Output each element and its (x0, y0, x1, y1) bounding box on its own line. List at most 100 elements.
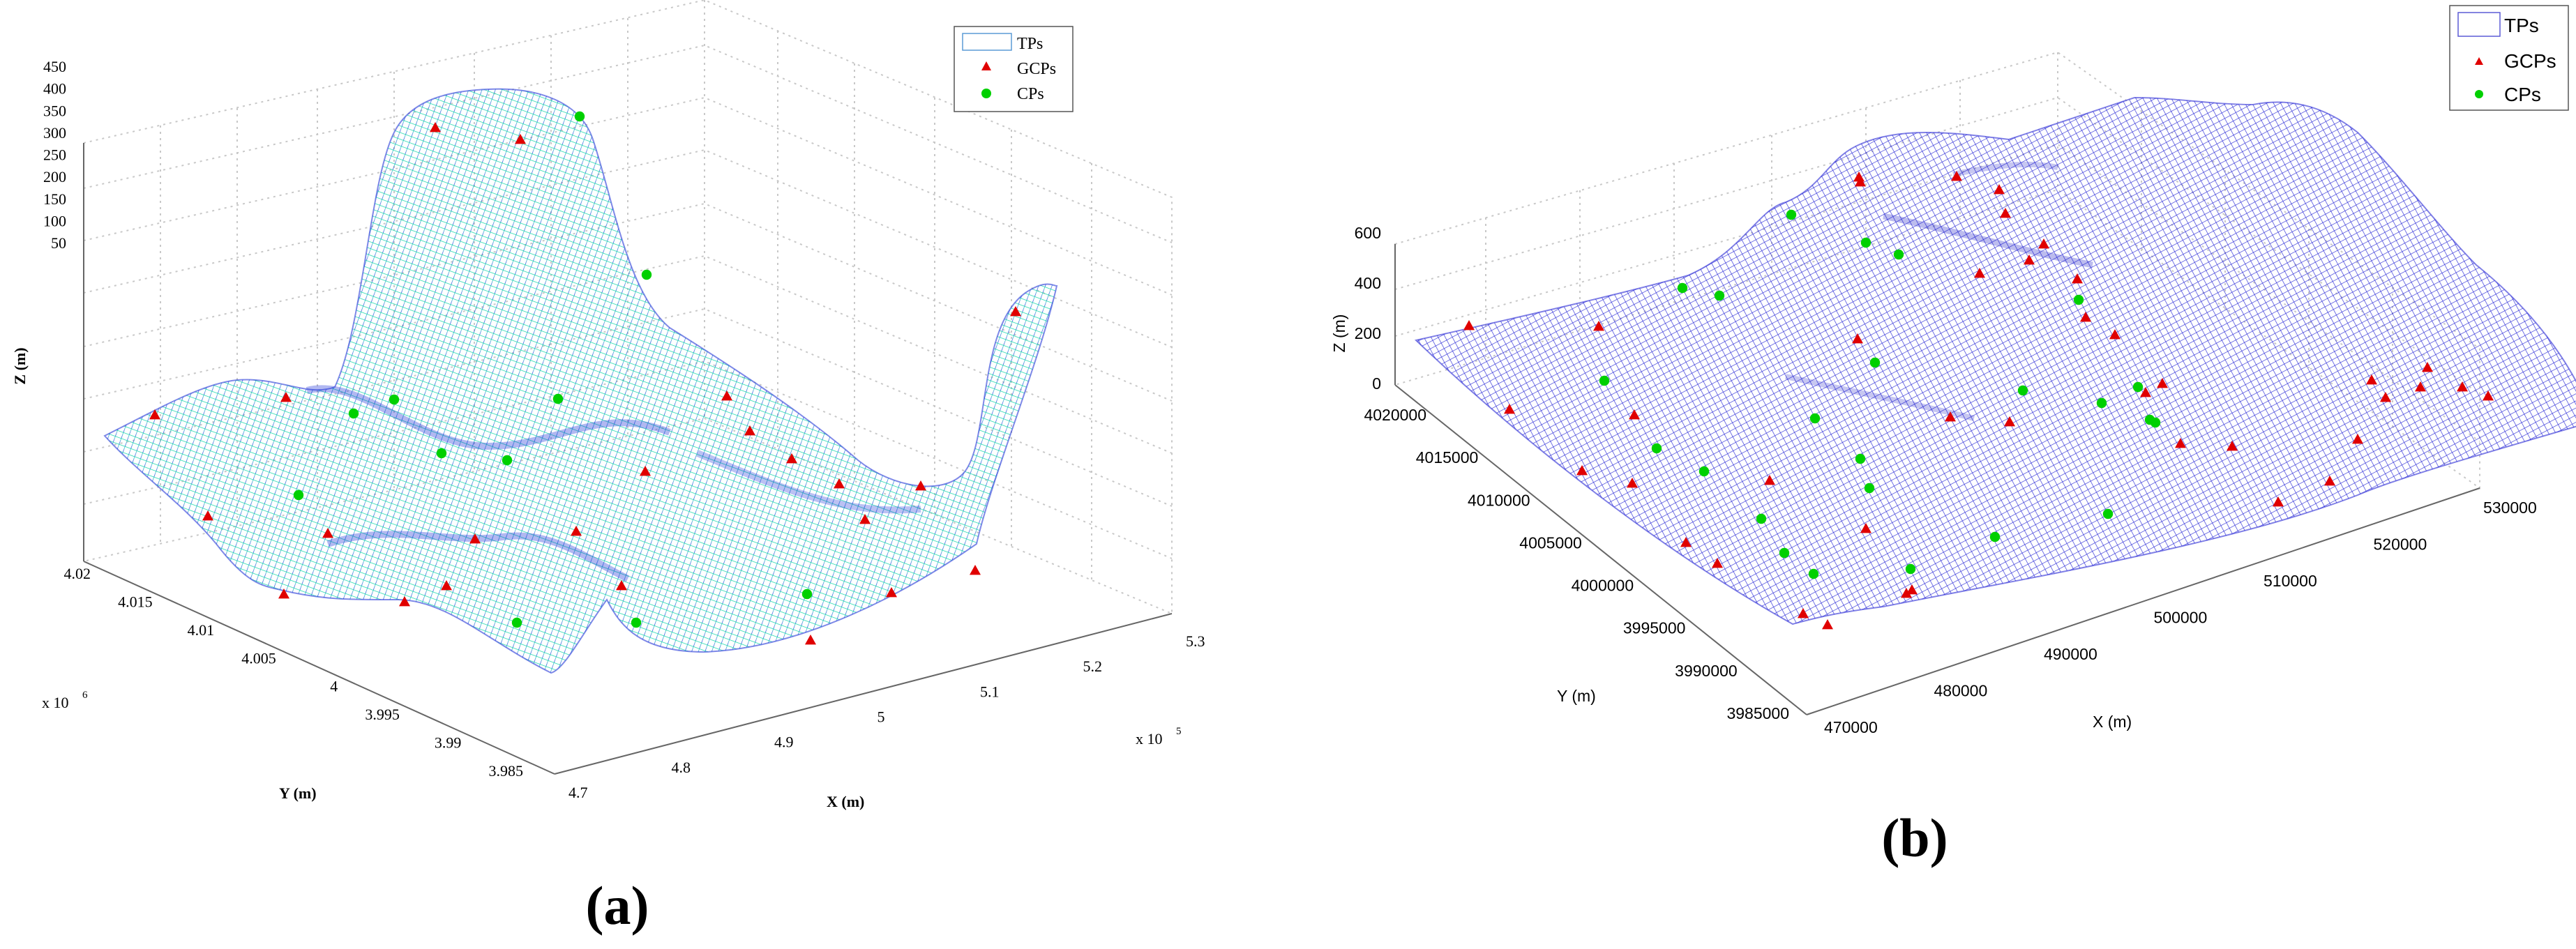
legend-b-gcps-marker (2475, 57, 2483, 65)
legend-a-gcps-label: GCPs (1017, 60, 1056, 78)
chart-b-surface (1414, 96, 2576, 625)
a-gcp-marker (149, 409, 160, 420)
b-gcp-marker (1629, 409, 1640, 420)
b-gcp-marker (2324, 476, 2335, 486)
b-gcp-marker (2366, 374, 2377, 385)
a-gcp-marker (915, 480, 926, 491)
b-gcp-marker (1822, 619, 1833, 630)
b-y-tick-label: 4015000 (1416, 448, 1479, 466)
a-z-tick-label: 200 (43, 168, 66, 185)
a-gcp-marker (1010, 306, 1021, 317)
b-gcp-marker (2038, 238, 2049, 249)
b-gcp-marker (1945, 411, 1956, 422)
a-cp-marker (389, 394, 400, 405)
b-gcp-marker (1712, 558, 1723, 568)
legend-b-cps-marker (2475, 90, 2483, 98)
a-z-tick-label: 50 (51, 234, 66, 252)
b-gcp-marker (1504, 404, 1515, 414)
a-cp-marker (631, 617, 642, 628)
chart-a-z-ticks: 50 100 150 200 250 300 350 400 450 (43, 58, 66, 252)
b-gcp-marker (2024, 255, 2035, 265)
a-cp-marker (641, 269, 652, 280)
legend-a-cps-label: CPs (1017, 85, 1044, 103)
a-x-tick-label: 5 (878, 708, 885, 726)
a-x-tick-label: 5.3 (1186, 632, 1205, 650)
chart-a-x-ticks: 4.7 4.8 4.9 5 5.1 5.2 5.3 (568, 632, 1205, 801)
b-gcp-marker (1994, 184, 2005, 195)
b-gcp-marker (1855, 176, 1866, 187)
legend-a-tps-label: TPs (1017, 35, 1043, 53)
chart-b-legend: TPs GCPs CPs (2449, 5, 2569, 111)
b-x-tick-label: 490000 (2044, 645, 2097, 663)
legend-a-cps-marker (981, 89, 991, 98)
legend-a-gcps-marker (981, 61, 991, 70)
a-cp-marker (552, 393, 564, 404)
b-y-tick-label: 4005000 (1519, 533, 1582, 552)
a-gcp-marker (202, 510, 213, 521)
a-gcp-marker (744, 425, 755, 436)
b-gcp-marker (1852, 333, 1863, 344)
a-z-tick-label: 400 (43, 80, 66, 98)
a-x-tick-label: 4.9 (774, 734, 794, 751)
a-y-tick-label: 4.01 (188, 621, 215, 639)
b-gcp-marker (2140, 387, 2151, 397)
svg-text:x 10: x 10 (42, 694, 69, 711)
b-gcp-marker (2415, 381, 2426, 392)
b-cp-marker (1989, 531, 2001, 542)
a-z-tick-label: 150 (43, 190, 66, 208)
b-cp-marker (1779, 547, 1790, 559)
b-x-tick-label: 480000 (1934, 682, 1988, 700)
a-z-tick-label: 250 (43, 146, 66, 164)
a-y-tick-label: 4.02 (64, 565, 91, 582)
b-x-tick-label: 520000 (2374, 536, 2427, 554)
a-gcp-marker (430, 122, 441, 132)
a-gcp-marker (399, 596, 410, 607)
b-cp-marker (1698, 466, 1710, 477)
b-gcp-marker (2380, 392, 2391, 402)
a-z-tick-label: 300 (43, 124, 66, 142)
chart-a-xlabel: X (m) (827, 793, 864, 810)
a-gcp-marker (721, 390, 732, 401)
panel-label-a: (a) (586, 875, 649, 936)
b-x-tick-label: 470000 (1824, 718, 1878, 736)
legend-b-tps-label: TPs (2504, 15, 2539, 36)
b-y-tick-label: 4010000 (1468, 491, 1530, 509)
a-z-tick-label: 100 (43, 212, 66, 229)
b-gcp-marker (1974, 268, 1985, 278)
b-gcp-marker (2004, 416, 2015, 427)
a-gcp-marker (515, 134, 526, 144)
b-cp-marker (2102, 508, 2114, 519)
a-x-tick-label: 5.2 (1083, 658, 1103, 675)
b-z-tick-label: 200 (1355, 324, 1381, 342)
b-cp-marker (1677, 282, 1688, 294)
a-cp-marker (293, 489, 304, 501)
a-gcp-marker (859, 514, 871, 524)
a-gcp-marker (278, 589, 289, 599)
a-gcp-marker (322, 528, 333, 538)
b-gcp-marker (1463, 320, 1475, 331)
chart-a-axes (83, 143, 1173, 775)
b-cp-marker (1864, 483, 1875, 494)
svg-text:x 10: x 10 (1136, 730, 1163, 747)
b-y-tick-label: 4000000 (1572, 577, 1634, 595)
b-gcp-marker (1901, 588, 1912, 598)
b-y-tick-label: 3990000 (1675, 662, 1738, 680)
b-cp-marker (1714, 290, 1725, 301)
b-gcp-marker (1680, 537, 1692, 547)
legend-a-tps-swatch (962, 33, 1012, 51)
a-cp-marker (502, 455, 513, 466)
b-cp-marker (1855, 453, 1866, 464)
chart-b-y-ticks: 4020000 4015000 4010000 4005000 4000000 39950… (1364, 406, 1789, 722)
a-gcp-marker (786, 453, 797, 464)
b-gcp-marker (2483, 390, 2494, 401)
b-cp-marker (1809, 413, 1821, 424)
a-gcp-marker (441, 580, 452, 591)
b-cp-marker (2017, 385, 2028, 396)
a-gcp-marker (886, 587, 897, 598)
b-cp-marker (1808, 568, 1819, 579)
b-gcp-marker (2080, 312, 2091, 322)
a-cp-marker (348, 408, 359, 419)
a-x-tick-label: 4.8 (672, 759, 691, 776)
a-y-tick-label: 4.015 (118, 593, 153, 610)
